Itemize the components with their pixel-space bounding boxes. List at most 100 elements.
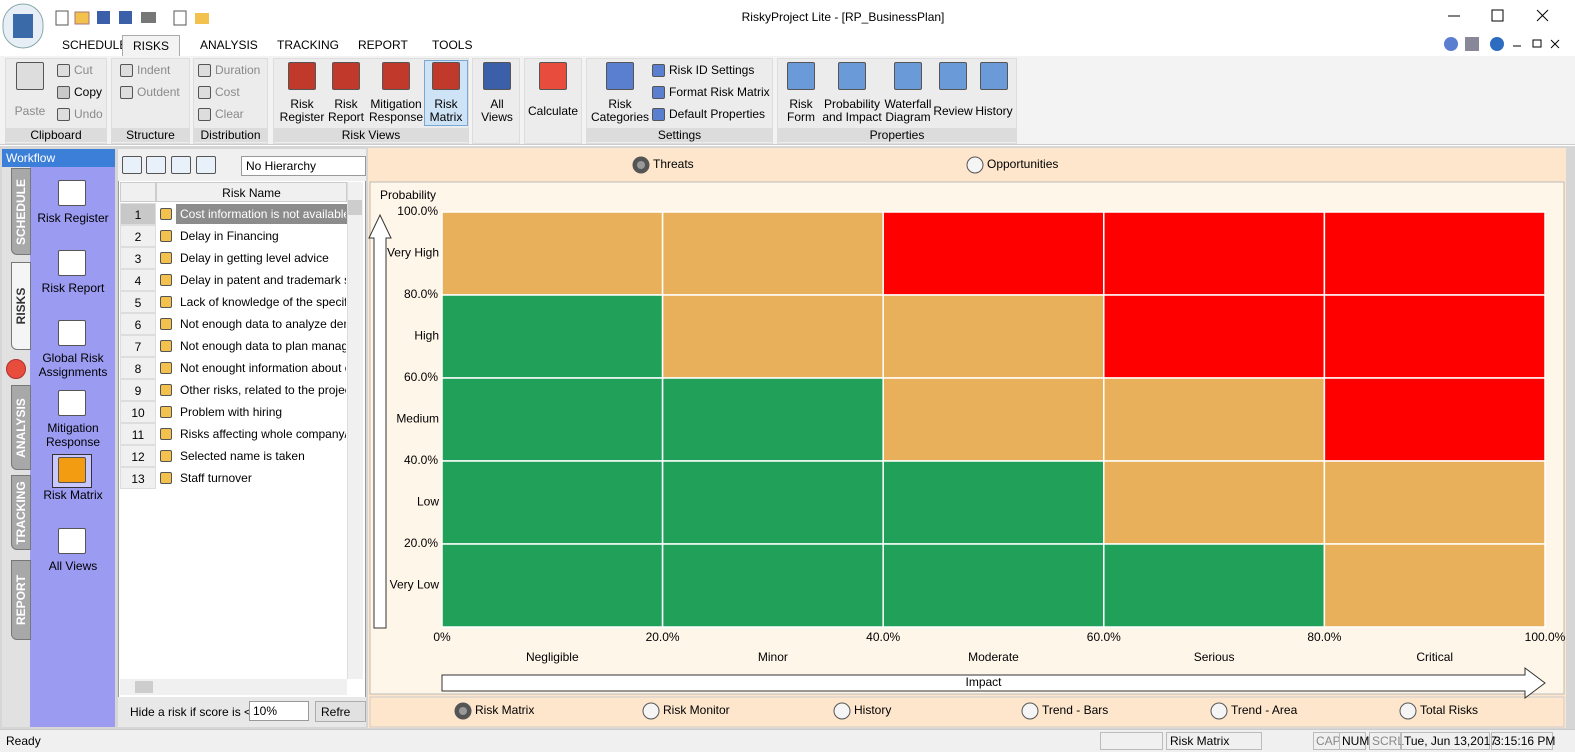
risk-name[interactable]: Problem with hiring (180, 405, 283, 419)
risk-name[interactable]: Risks affecting whole company/div (180, 427, 346, 441)
ribbon-tab[interactable]: REPORT (358, 38, 408, 52)
ribbon-small-button[interactable]: Risk ID Settings (669, 63, 755, 77)
risk-name[interactable]: Lack of knowledge of the specific (180, 295, 346, 309)
mode-option[interactable]: Threats (653, 157, 694, 171)
view-option[interactable]: History (854, 703, 891, 717)
ribbon-small-button[interactable]: Outdent (137, 85, 180, 99)
ribbon-small-button[interactable]: Clear (215, 107, 244, 121)
ribbon-button[interactable]: Paste (14, 103, 46, 118)
side-tab-label[interactable]: ANALYSIS (14, 397, 28, 458)
ribbon-button[interactable]: All Views (481, 97, 513, 124)
workflow-item[interactable]: Risk Matrix (43, 488, 103, 502)
matrix-cell (882, 211, 1105, 296)
risk-name[interactable]: Cost information is not available (180, 207, 346, 221)
side-tab-label[interactable]: RISKS (14, 287, 28, 325)
risk-list (118, 149, 366, 727)
mode-option[interactable]: Opportunities (987, 157, 1058, 171)
matrix-cell (441, 543, 664, 628)
side-tab[interactable] (11, 560, 31, 640)
ribbon-button[interactable]: Mitigation Response (368, 97, 424, 124)
ribbon-small-button[interactable]: Duration (215, 63, 261, 77)
row-label: Very Low (390, 578, 440, 592)
ribbon-tab[interactable]: SCHEDULE (62, 38, 128, 52)
side-tab[interactable] (11, 475, 31, 550)
side-tab[interactable] (11, 262, 31, 350)
row-number: 9 (120, 379, 156, 401)
matrix-cell (1323, 460, 1546, 545)
view-option[interactable]: Trend - Bars (1042, 703, 1108, 717)
icon (58, 180, 86, 206)
radio[interactable] (1021, 702, 1039, 720)
row-number: 13 (120, 467, 156, 489)
matrix-cell (1103, 294, 1326, 379)
risk-name[interactable]: Not enough data to analyze demar (180, 317, 346, 331)
hide-input[interactable]: 10% (249, 701, 309, 721)
ribbon-small-button[interactable]: Copy (74, 85, 103, 99)
x-tick-label: 20.0% (646, 630, 680, 644)
ribbon-button[interactable]: Risk Report (327, 97, 365, 124)
ribbon-button[interactable]: Risk Matrix (429, 97, 463, 124)
ribbon-group (472, 58, 520, 144)
icon (160, 252, 172, 264)
radio[interactable] (1399, 702, 1417, 720)
risk-name[interactable]: Selected name is taken (180, 449, 305, 463)
matrix-cell (441, 460, 664, 545)
icon (939, 62, 967, 90)
refresh-button[interactable]: Refre (315, 701, 366, 722)
window-controls[interactable] (1448, 9, 1549, 22)
ribbon-small-button[interactable]: Cut (74, 63, 93, 77)
status-key: NUM (1339, 732, 1369, 750)
workflow-item[interactable]: Risk Report (41, 281, 105, 295)
risk-name[interactable]: Delay in patent and trademark sea (180, 273, 346, 287)
side-tab[interactable] (11, 385, 31, 470)
view-option[interactable]: Risk Matrix (475, 703, 534, 717)
radio[interactable] (966, 156, 984, 174)
ribbon-tab[interactable]: ANALYSIS (200, 38, 258, 52)
matrix-cell (661, 460, 884, 545)
ribbon-button[interactable]: Risk Form (787, 97, 815, 124)
row-number: 8 (120, 357, 156, 379)
ribbon-small-button[interactable]: Cost (215, 85, 240, 99)
hierarchy-select[interactable]: No Hierarchy (241, 156, 366, 176)
side-tab[interactable] (11, 168, 31, 255)
radio[interactable] (642, 702, 660, 720)
view-option[interactable]: Total Risks (1420, 703, 1478, 717)
ribbon-small-button[interactable]: Indent (137, 63, 171, 77)
help-icons[interactable] (1444, 37, 1560, 51)
matrix-panel: Threats Opportunities Risk Matrix Risk Moni… (368, 148, 1566, 728)
view-option[interactable]: Trend - Area (1231, 703, 1298, 717)
ribbon-button[interactable]: Waterfall Diagram (884, 97, 932, 124)
workflow-item[interactable]: All Views (48, 559, 98, 573)
ribbon-tab[interactable]: TRACKING (277, 38, 340, 52)
risk-name[interactable]: Staff turnover (180, 471, 252, 485)
row-label: Low (417, 495, 439, 509)
ribbon-small-button[interactable]: Format Risk Matrix (669, 85, 770, 99)
ribbon-button[interactable]: Risk Register (279, 97, 325, 124)
risk-name[interactable]: Delay in Financing (180, 229, 279, 243)
ribbon-small-button[interactable]: Default Properties (669, 107, 766, 121)
x-tick-label: 0% (433, 630, 451, 644)
risk-name[interactable]: Not enough data to plan manageme (180, 339, 346, 353)
workflow-item[interactable]: Mitigation Response (45, 421, 101, 449)
workflow-item[interactable]: Risk Register (37, 211, 109, 225)
ribbon-button[interactable]: Probability and Impact (822, 97, 882, 124)
side-tab-label[interactable]: TRACKING (14, 480, 28, 545)
risk-name[interactable]: Not enought information about com (180, 361, 346, 375)
ribbon-button[interactable]: History (975, 103, 1013, 118)
radio[interactable] (1210, 702, 1228, 720)
icon (120, 64, 133, 77)
ribbon-button[interactable]: Calculate (527, 103, 579, 118)
risk-name[interactable]: Other risks, related to the project (180, 383, 346, 397)
risk-name[interactable]: Delay in getting level advice (180, 251, 329, 265)
ribbon-button[interactable]: Risk Categories (590, 97, 650, 124)
view-option[interactable]: Risk Monitor (663, 703, 730, 717)
ribbon-small-button[interactable]: Undo (74, 107, 103, 121)
side-tab-label[interactable]: SCHEDULE (14, 178, 28, 245)
radio[interactable] (833, 702, 851, 720)
group-label: Settings (586, 128, 773, 142)
ribbon-tab[interactable]: TOOLS (432, 38, 473, 52)
ribbon-tab[interactable]: RISKS (122, 35, 181, 56)
workflow-item[interactable]: Global Risk Assignments (38, 351, 108, 379)
ribbon-button[interactable]: Review (933, 103, 973, 118)
side-tab-label[interactable]: REPORT (14, 574, 28, 626)
